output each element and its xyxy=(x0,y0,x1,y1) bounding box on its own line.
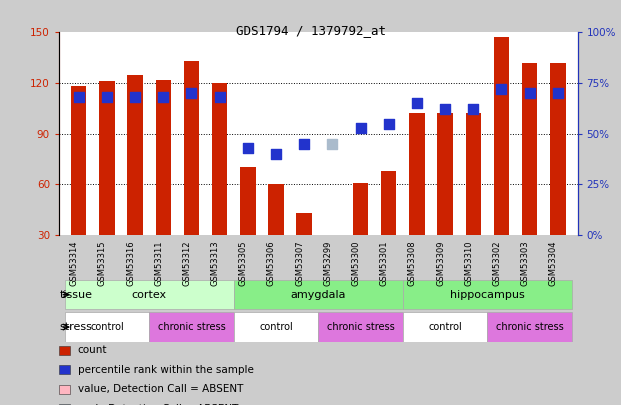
Bar xyxy=(437,113,453,235)
Point xyxy=(215,94,225,100)
Text: tissue: tissue xyxy=(60,290,93,300)
Bar xyxy=(233,280,403,309)
Bar xyxy=(127,75,143,235)
Bar xyxy=(318,313,403,342)
Bar xyxy=(403,313,487,342)
Text: GSM53313: GSM53313 xyxy=(211,241,220,286)
Bar xyxy=(487,313,572,342)
Text: GSM53299: GSM53299 xyxy=(324,241,332,286)
Text: GSM53306: GSM53306 xyxy=(267,241,276,286)
Bar xyxy=(409,113,425,235)
Bar xyxy=(233,313,318,342)
Point xyxy=(496,86,506,92)
Bar xyxy=(65,280,233,309)
Text: GSM53315: GSM53315 xyxy=(98,241,107,286)
Bar xyxy=(184,61,199,235)
Bar xyxy=(522,63,537,235)
Text: GSM53305: GSM53305 xyxy=(239,241,248,286)
Bar xyxy=(71,86,86,235)
Text: chronic stress: chronic stress xyxy=(496,322,563,332)
Text: rank, Detection Call = ABSENT: rank, Detection Call = ABSENT xyxy=(78,404,238,405)
Text: stress: stress xyxy=(60,322,93,332)
Bar xyxy=(353,183,368,235)
Text: GSM53309: GSM53309 xyxy=(436,241,445,286)
Text: GSM53307: GSM53307 xyxy=(295,241,304,286)
Bar xyxy=(268,184,284,235)
Text: GSM53303: GSM53303 xyxy=(520,241,530,286)
Bar xyxy=(466,113,481,235)
Bar xyxy=(403,280,572,309)
Text: chronic stress: chronic stress xyxy=(158,322,225,332)
Bar xyxy=(65,313,149,342)
Point xyxy=(412,100,422,107)
Point xyxy=(299,141,309,147)
Bar xyxy=(212,83,227,235)
Text: GSM53316: GSM53316 xyxy=(126,241,135,286)
Text: control: control xyxy=(428,322,462,332)
Text: control: control xyxy=(259,322,293,332)
Point xyxy=(158,94,168,100)
Point xyxy=(440,106,450,113)
Point xyxy=(130,94,140,100)
Bar xyxy=(325,235,340,255)
Point xyxy=(102,94,112,100)
Bar xyxy=(240,167,256,235)
Text: GSM53301: GSM53301 xyxy=(379,241,389,286)
Bar xyxy=(550,63,566,235)
Text: hippocampus: hippocampus xyxy=(450,290,525,300)
Text: value, Detection Call = ABSENT: value, Detection Call = ABSENT xyxy=(78,384,243,394)
Point xyxy=(553,90,563,96)
Text: GSM53308: GSM53308 xyxy=(408,241,417,286)
Text: percentile rank within the sample: percentile rank within the sample xyxy=(78,365,253,375)
Text: amygdala: amygdala xyxy=(291,290,346,300)
Point xyxy=(468,106,478,113)
Point xyxy=(243,145,253,151)
Text: GDS1794 / 1379792_at: GDS1794 / 1379792_at xyxy=(235,24,386,37)
Text: GSM53304: GSM53304 xyxy=(549,241,558,286)
Point xyxy=(271,151,281,157)
Text: GSM53312: GSM53312 xyxy=(183,241,191,286)
Point xyxy=(384,120,394,127)
Text: count: count xyxy=(78,345,107,355)
Bar xyxy=(99,81,115,235)
Point xyxy=(327,141,337,147)
Text: GSM53314: GSM53314 xyxy=(70,241,79,286)
Text: cortex: cortex xyxy=(132,290,166,300)
Text: GSM53310: GSM53310 xyxy=(465,241,473,286)
Text: GSM53311: GSM53311 xyxy=(154,241,163,286)
Point xyxy=(525,90,535,96)
Point xyxy=(356,124,366,131)
Text: GSM53302: GSM53302 xyxy=(492,241,501,286)
Text: chronic stress: chronic stress xyxy=(327,322,394,332)
Bar xyxy=(381,171,396,235)
Bar xyxy=(494,38,509,235)
Point xyxy=(186,90,196,96)
Text: GSM53300: GSM53300 xyxy=(351,241,361,286)
Bar xyxy=(155,80,171,235)
Point xyxy=(74,94,84,100)
Bar xyxy=(296,213,312,235)
Text: control: control xyxy=(90,322,124,332)
Bar xyxy=(149,313,233,342)
